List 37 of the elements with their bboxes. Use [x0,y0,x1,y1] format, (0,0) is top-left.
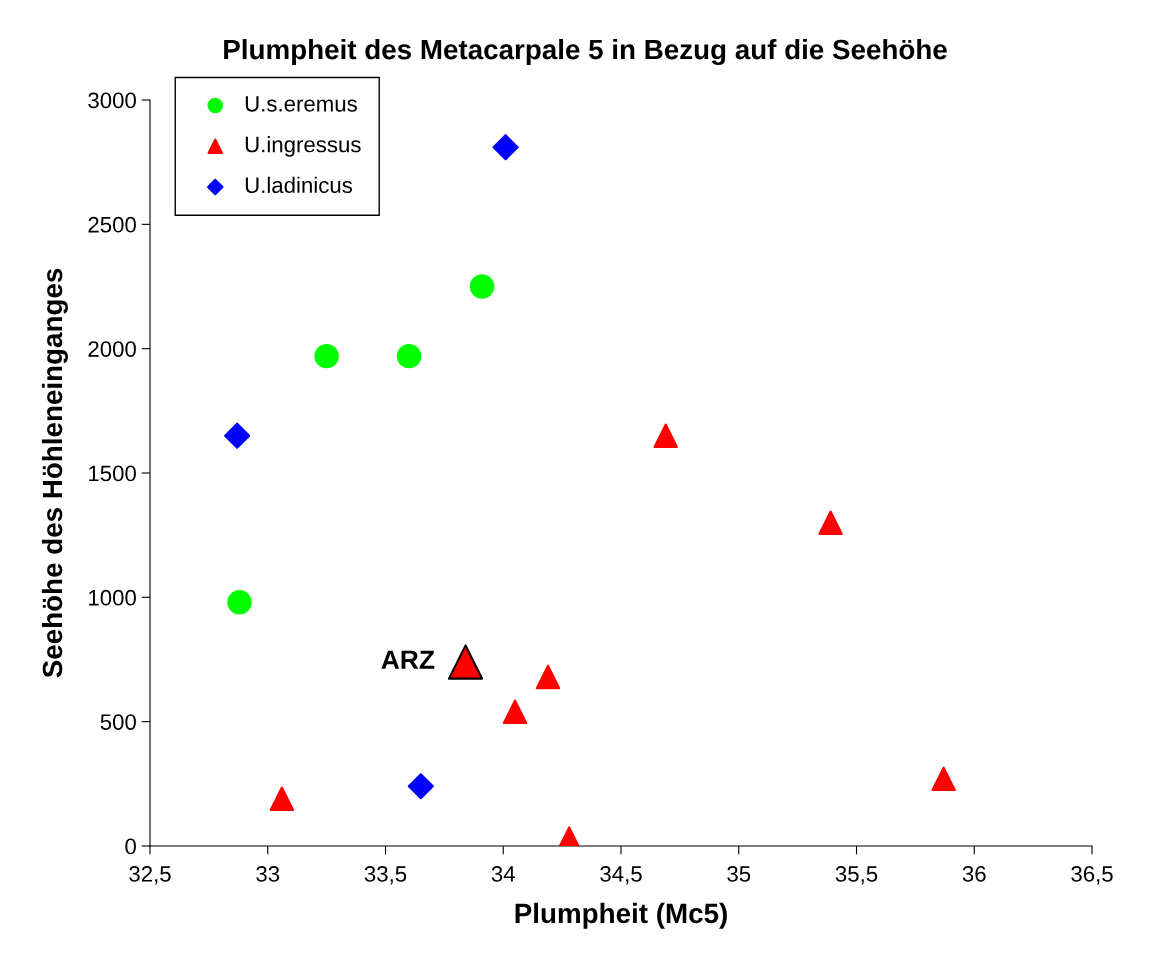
x-tick-label: 36,5 [1071,866,1113,885]
y-tick-label: 0 [125,838,136,855]
point [447,644,484,680]
point [653,423,678,448]
point [502,699,528,724]
x-tick-label: 36 [962,866,986,882]
point [224,422,251,449]
point [818,510,843,535]
x-axis-title: Plumpheit (Mc5) [515,902,727,929]
x-tick-label: 35 [727,866,751,882]
point [314,343,339,369]
x-tick-label: 32,5 [129,866,171,885]
point [407,773,434,800]
x-tick-label: 35,5 [835,866,878,885]
legend-label: U.ingressus [245,136,361,157]
legend-label: U.s.eremus [245,96,357,112]
x-tick-label: 34,5 [600,866,642,885]
x-tick-label: 33,5 [364,866,407,885]
y-tick-label: 2500 [88,216,136,233]
x-tick-label: 33 [256,866,280,882]
point [931,766,956,792]
point [396,343,422,369]
chart-title: Plumpheit des Metacarpale 5 in Bezug auf die Seehöhe [224,38,947,66]
y-tick-label: 2000 [88,341,136,357]
annotation: ARZ [381,650,435,669]
point [469,274,495,299]
legend-label: U.ladinicus [245,176,353,194]
y-tick-label: 3000 [88,92,136,109]
y-tick-label: 1000 [89,589,136,606]
point [535,664,561,690]
point [227,590,252,615]
point [492,134,519,161]
y-tick-label: 500 [100,714,136,730]
y-axis-title: Seehöhe des Höhleneinganges [41,268,68,678]
point [269,786,295,811]
x-tick-label: 34 [491,866,515,882]
y-tick-label: 1500 [89,465,136,482]
